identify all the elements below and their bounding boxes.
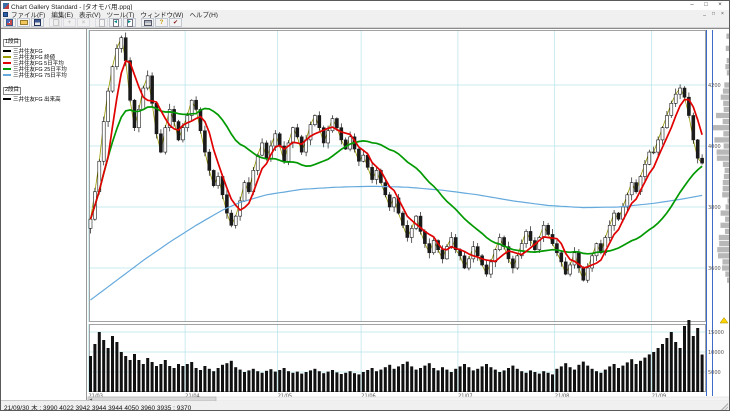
save-floppy-icon [34,19,41,26]
cursor-lines[interactable] [706,30,713,396]
save-floppy-button[interactable] [31,18,44,27]
volume-bars [89,320,704,392]
candlestick-chart-button[interactable] [3,18,16,27]
toolbar: + × ◄ ►? ✔ [1,18,729,28]
pane-marker-triangle[interactable] [719,317,729,324]
menu-item-5[interactable]: ヘルプ(H) [189,12,218,19]
legend-label: 三井住友FG 5日平均 [13,61,64,67]
child-restore-button[interactable]: □ [711,11,716,17]
chart-client-area: 1段目三井住友FG 三井住友FG 終値 三井住友FG 5日平均 三井住友FG 25日平… [1,28,730,401]
legend-item-p1-3: 三井住友FG 25日平均 [3,66,86,73]
legend-label: 三井住友FG 25日平均 [13,67,67,73]
status-quote-text: 21/09/30 木 : 3990 4022 3942 3944 3944 40… [4,404,192,411]
help-icon: ? [159,19,164,26]
about-icon: ✔ [172,19,179,26]
legend-swatch [3,56,11,58]
menu-item-4[interactable]: ウィンドウ(W) [140,12,184,19]
svg-text:15000: 15000 [708,330,724,336]
status-bar: 21/09/30 木 : 3990 4022 3942 3944 3944 40… [1,400,729,411]
h-scrollbar[interactable]: ◄ [87,396,730,401]
title-bar: Chart Gallery Standard - [タオモバ用.ppg] – □… [1,1,729,11]
svg-text:10000: 10000 [708,350,724,356]
scroll-left-icon: ◄ [112,18,119,27]
svg-text:3600: 3600 [708,266,721,272]
legend-swatch [3,68,11,70]
date-label: 21/04 [185,394,199,400]
close-button[interactable]: × [718,2,722,8]
delete-icon: × [81,19,86,26]
svg-text:3800: 3800 [708,205,721,211]
ma25-line [89,106,703,255]
ma5-line [89,59,703,269]
open-folder-button[interactable] [17,18,30,27]
menu-item-2[interactable]: 表示(V) [78,12,101,19]
delete-button[interactable]: × [77,18,90,27]
legend-swatch [3,74,11,76]
resize-grip[interactable] [720,402,728,410]
svg-text:4200: 4200 [708,83,721,89]
date-label: 21/03 [89,394,103,400]
svg-text:4000: 4000 [708,144,721,150]
menu-item-0[interactable]: ファイル(F) [11,12,46,19]
scroll-right-icon: ► [126,18,133,27]
date-label: 21/09 [652,394,666,400]
chart-legend-panel: 1段目三井住友FG 三井住友FG 終値 三井住友FG 5日平均 三井住友FG 25日平… [1,29,87,400]
legend-label: 三井住友FG 75日平均 [13,73,67,79]
scroll-right-button[interactable]: ► [123,18,136,27]
print-icon [143,19,152,26]
minimize-button[interactable]: – [690,2,694,8]
volume-profile [713,33,729,283]
child-close-button[interactable]: × [721,11,724,17]
date-label: 21/06 [361,394,375,400]
print-button[interactable] [141,18,154,27]
copy-icon [52,19,59,26]
child-window-controls: _ □ × [700,10,727,18]
document-icon [3,11,8,17]
legend-label: 三井住友FG 出来高 [13,97,61,103]
legend-panel2-header: 2段目 [3,87,22,95]
legend-swatch [3,62,11,64]
legend-item-p2-0: 三井住友FG 出来高 [3,96,86,103]
copy-button[interactable] [49,18,62,27]
chart-canvas[interactable]: 3600 3800 4000 4200 5000 10000 15000 21/03 21/04… [1,29,730,401]
candles [88,32,704,283]
scrollbar-left-arrow-icon[interactable]: ◄ [89,397,93,401]
legend-label: 三井住友FG 終値 [13,55,56,61]
date-label: 21/08 [555,394,569,400]
menu-bar: ファイル(F) 編集(E) 表示(V) ツール(T) ウィンドウ(W) ヘルプ(H) _ … [1,9,729,19]
legend-swatch [3,50,11,52]
page-button[interactable] [95,18,108,27]
page-icon [98,18,105,27]
scroll-left-button[interactable]: ◄ [109,18,122,27]
legend-item-p1-0: 三井住友FG [3,48,86,55]
svg-text:5000: 5000 [708,370,721,376]
close-line [90,36,703,282]
child-minimize-button[interactable]: _ [703,11,706,17]
window-title: Chart Gallery Standard - [タオモバ用.ppg] [11,3,133,11]
legend-item-p1-1: 三井住友FG 終値 [3,54,86,61]
legend-swatch [3,98,11,100]
legend-item-p1-4: 三井住友FG 75日平均 [3,72,86,79]
add-icon: + [67,19,72,26]
date-label: 21/05 [278,394,292,400]
legend-item-p1-2: 三井住友FG 5日平均 [3,60,86,67]
add-button[interactable]: + [63,18,76,27]
menu-items: ファイル(F) 編集(E) 表示(V) ツール(T) ウィンドウ(W) ヘルプ(H) [11,9,224,19]
h-scrollbar-thumb[interactable] [87,396,217,401]
about-button[interactable]: ✔ [169,18,182,27]
legend-label: 三井住友FG [13,49,43,55]
date-label: 21/07 [458,394,472,400]
maximize-button[interactable]: □ [704,2,708,8]
menu-item-3[interactable]: ツール(T) [106,12,135,19]
open-folder-icon [19,20,28,25]
axis-labels: 3600 3800 4000 4200 5000 10000 15000 21/03 21/04… [89,83,724,400]
app-icon [3,2,9,9]
legend-panel1-header: 1段目 [3,39,22,47]
help-button[interactable]: ? [155,18,168,27]
menu-item-1[interactable]: 編集(E) [51,12,73,19]
gridlines [87,30,706,392]
ma75-line [90,185,703,301]
candlestick-chart-icon [6,19,13,26]
